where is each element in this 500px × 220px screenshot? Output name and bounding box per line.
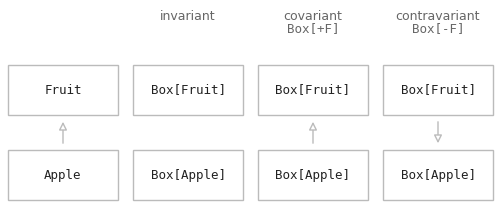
Text: invariant: invariant xyxy=(160,10,216,23)
Text: Box[Fruit]: Box[Fruit] xyxy=(276,84,350,97)
Text: Box[Fruit]: Box[Fruit] xyxy=(400,84,475,97)
Bar xyxy=(8,65,118,115)
Text: Box[-F]: Box[-F] xyxy=(412,22,464,35)
Text: Box[Apple]: Box[Apple] xyxy=(400,169,475,182)
Bar xyxy=(8,150,118,200)
Text: Box[+F]: Box[+F] xyxy=(287,22,339,35)
Text: Fruit: Fruit xyxy=(44,84,82,97)
Bar xyxy=(133,65,243,115)
Bar xyxy=(383,150,493,200)
Text: contravariant: contravariant xyxy=(396,10,480,23)
Text: Box[Apple]: Box[Apple] xyxy=(150,169,226,182)
Text: Box[Fruit]: Box[Fruit] xyxy=(150,84,226,97)
Text: Box[Apple]: Box[Apple] xyxy=(276,169,350,182)
Text: Apple: Apple xyxy=(44,169,82,182)
Bar xyxy=(258,65,368,115)
Bar xyxy=(133,150,243,200)
Text: covariant: covariant xyxy=(284,10,343,23)
Bar xyxy=(258,150,368,200)
Bar xyxy=(383,65,493,115)
